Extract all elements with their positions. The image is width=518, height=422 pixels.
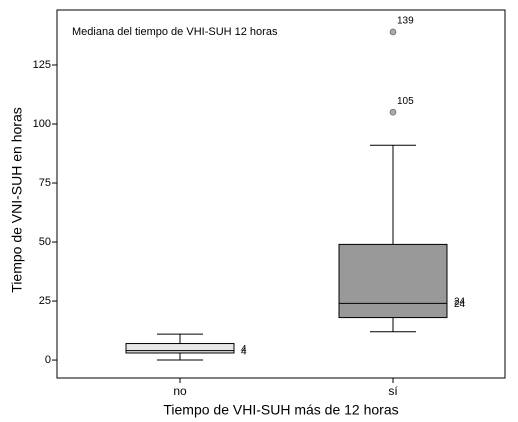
x-tick-label: no [173, 384, 187, 398]
box [338, 243, 448, 319]
case-label: 24 [454, 299, 466, 310]
box [125, 343, 235, 354]
y-tick-label: 125 [33, 59, 51, 71]
case-label: 24 [454, 297, 466, 308]
x-tick-label: sí [388, 384, 398, 398]
y-tick-label: 0 [45, 354, 51, 366]
plot-frame [56, 9, 506, 379]
y-tick-label: 25 [39, 295, 51, 307]
y-tick-label: 75 [39, 177, 51, 189]
outlier [389, 28, 397, 36]
x-axis-title: Tiempo de VHI-SUH más de 12 horas [163, 402, 398, 418]
case-label: 4 [241, 346, 247, 357]
outlier [389, 108, 397, 116]
outlier-label: 139 [397, 16, 414, 27]
outlier-label: 105 [397, 96, 414, 107]
y-tick-label: 50 [39, 236, 51, 248]
annotation: Mediana del tiempo de VHI-SUH 12 horas [72, 26, 278, 38]
y-axis-title: Tiempo de VNI-SUH en horas [9, 107, 25, 292]
y-tick-label: 100 [33, 118, 51, 130]
case-label: 4 [241, 344, 247, 355]
